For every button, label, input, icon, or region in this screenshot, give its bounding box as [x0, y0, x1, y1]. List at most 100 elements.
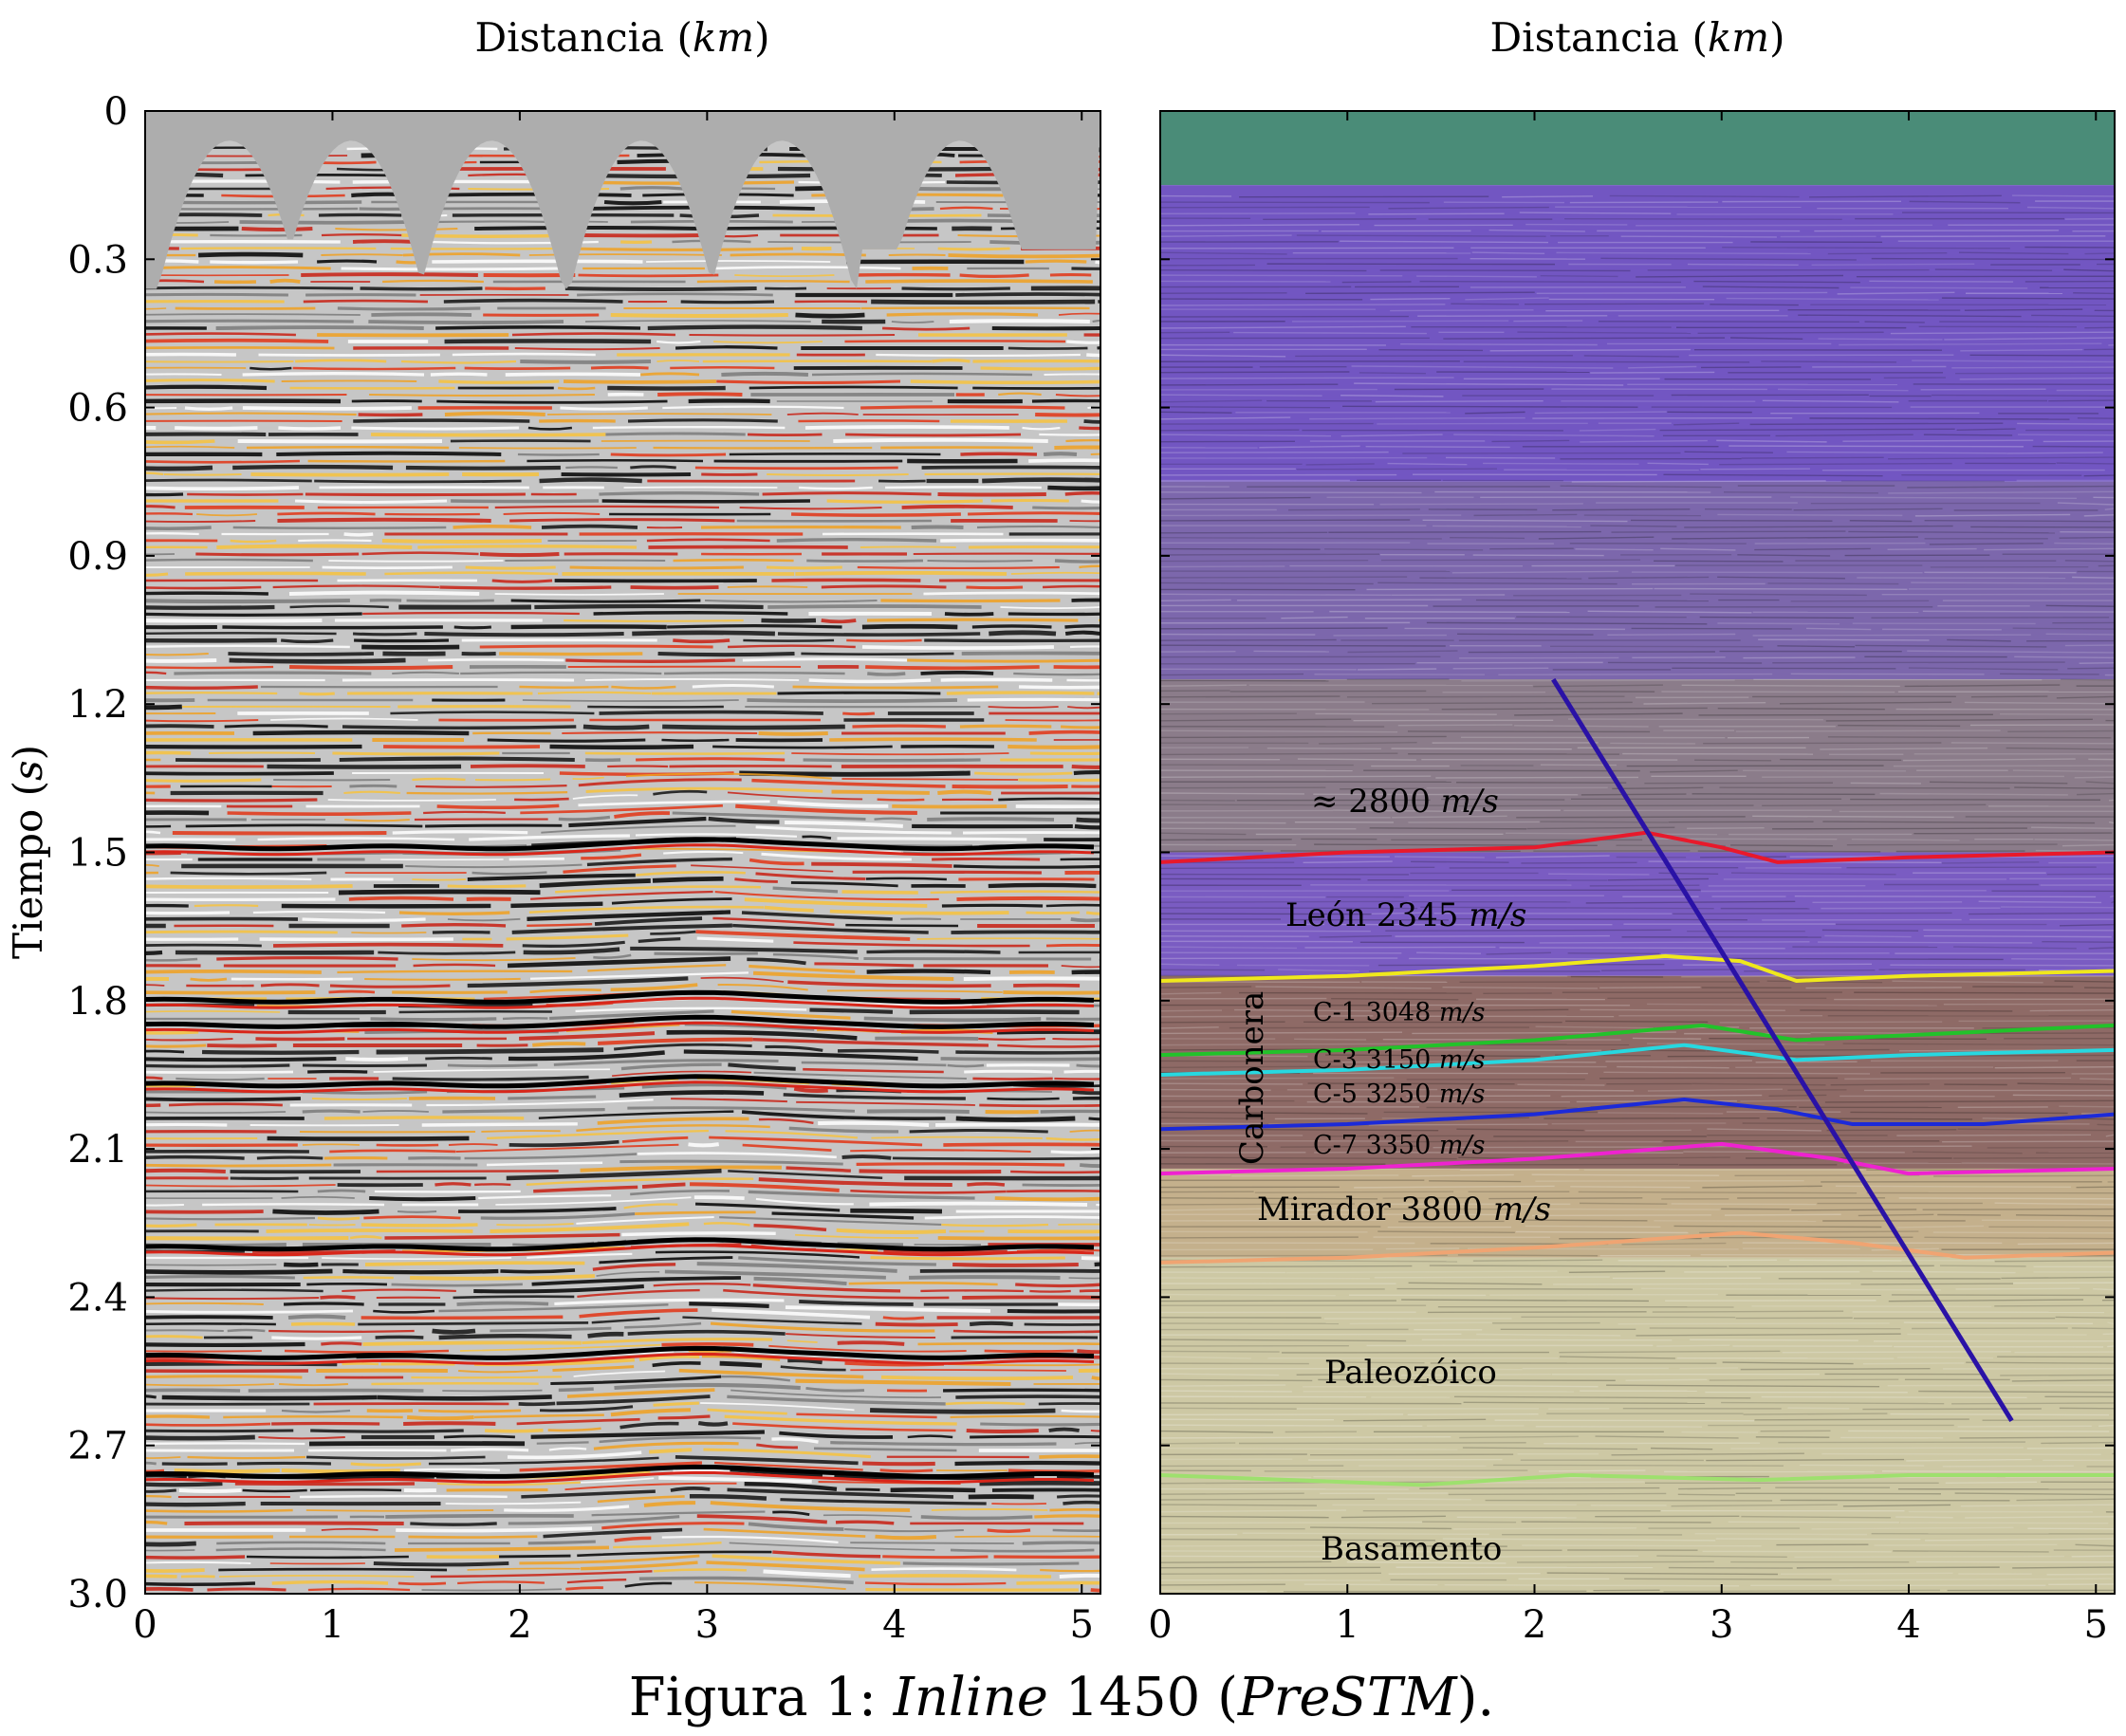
reflector-segment [772, 952, 860, 960]
reflector-segment [694, 466, 898, 471]
reflector-segment [145, 1297, 320, 1301]
reflector-segment [531, 1276, 741, 1286]
reflector-segment [376, 1047, 604, 1055]
reflector-segment [1049, 1507, 1100, 1512]
reflector-segment [772, 886, 839, 894]
texture-line [1266, 747, 1381, 750]
texture-line [1743, 769, 1906, 772]
reflector-segment [579, 1308, 698, 1319]
texture-line [1160, 1424, 1423, 1428]
reflector-segment [145, 644, 350, 649]
reflector-segment [700, 976, 785, 983]
reflector-segment [710, 1501, 911, 1512]
texture-line [1254, 1191, 1454, 1193]
reflector-segment [656, 360, 700, 362]
reflector-segment [215, 1547, 386, 1552]
texture-line [1419, 1487, 1660, 1489]
reflector-segment [924, 1215, 1100, 1220]
texture-line [1340, 240, 1549, 244]
reflector-segment [751, 778, 946, 788]
reflector-segment [458, 1369, 539, 1374]
reflector-segment [845, 923, 959, 928]
texture-line [1160, 377, 1454, 379]
texture-line [1855, 644, 2047, 648]
texture-line [2006, 452, 2103, 454]
reflector-segment [691, 864, 834, 873]
reflector-segment [802, 835, 832, 840]
reflector-segment [845, 1487, 880, 1492]
texture-line [1307, 1082, 1515, 1085]
texture-line [1656, 1555, 1787, 1559]
reflector-segment [566, 1388, 715, 1398]
reflector-segment [866, 950, 1001, 954]
texture-line [1160, 849, 1264, 853]
reflector-segment [341, 267, 561, 271]
reflector-segment [667, 624, 842, 629]
reflector-segment [360, 1223, 478, 1228]
texture-line [1895, 1516, 1953, 1519]
reflector-segment [813, 1447, 957, 1452]
texture-line [1908, 667, 2059, 671]
texture-line [1618, 1322, 1890, 1325]
reflector-segment [678, 1368, 864, 1379]
reflector-segment [474, 778, 551, 782]
reflector-segment [966, 585, 1024, 590]
texture-line [1888, 490, 2115, 494]
reflector-segment [661, 738, 730, 743]
texture-line [1849, 520, 1913, 523]
reflector-segment [709, 226, 937, 231]
reflector-segment [603, 199, 662, 206]
reflector-segment [371, 1382, 539, 1386]
reflector-segment [1008, 612, 1100, 617]
strong-reflector [145, 837, 1095, 852]
reflector-segment [845, 433, 1022, 437]
texture-line [1160, 1583, 1285, 1586]
reflector-segment [239, 220, 415, 225]
reflector-segment [580, 1165, 782, 1173]
reflector-segment [787, 1357, 823, 1365]
reflector-segment [266, 1228, 473, 1233]
reflector-segment [741, 911, 893, 921]
reflector-segment [353, 418, 530, 423]
reflector-segment [1074, 1441, 1100, 1445]
reflector-segment [785, 820, 903, 828]
texture-line [1918, 1390, 2115, 1394]
texture-line [1880, 235, 2106, 238]
texture-line [2014, 656, 2115, 659]
texture-line [1729, 445, 2024, 448]
texture-line [2080, 1078, 2115, 1080]
reflector-segment [961, 651, 1100, 656]
texture-line [1160, 251, 1287, 255]
x-tick-label: 1 [1336, 1603, 1359, 1647]
reflector-segment [630, 585, 719, 590]
reflector-segment [627, 1329, 786, 1336]
reflector-segment [971, 624, 1052, 629]
reflector-segment [145, 313, 360, 316]
reflector-segment [529, 971, 749, 980]
texture-line [2015, 1214, 2115, 1217]
reflector-segment [865, 279, 1093, 284]
texture-line [1587, 610, 1752, 614]
texture-line [1160, 1378, 1313, 1382]
texture-line [1912, 1151, 2023, 1154]
strong-reflector [145, 1237, 1095, 1252]
reflector-segment [875, 1321, 958, 1327]
reflector-segment [996, 1028, 1100, 1035]
texture-line [1160, 963, 1220, 967]
reflector-segment [510, 599, 701, 603]
texture-line [1160, 491, 1422, 494]
reflector-segment [864, 1581, 1007, 1586]
texture-line [1234, 1008, 1396, 1012]
texture-line [1564, 217, 1842, 220]
horizon-line [1160, 1023, 2115, 1058]
texture-line [1502, 195, 1594, 198]
texture-line [1754, 1418, 1969, 1421]
reflector-segment [921, 465, 1100, 470]
texture-line [1495, 855, 1610, 859]
texture-line [1611, 1452, 1804, 1456]
texture-line [1822, 821, 2096, 824]
texture-line [1957, 1128, 2115, 1132]
reflector-segment [187, 1455, 306, 1460]
texture-line [1160, 1390, 1292, 1393]
reflector-segment [1073, 770, 1100, 776]
